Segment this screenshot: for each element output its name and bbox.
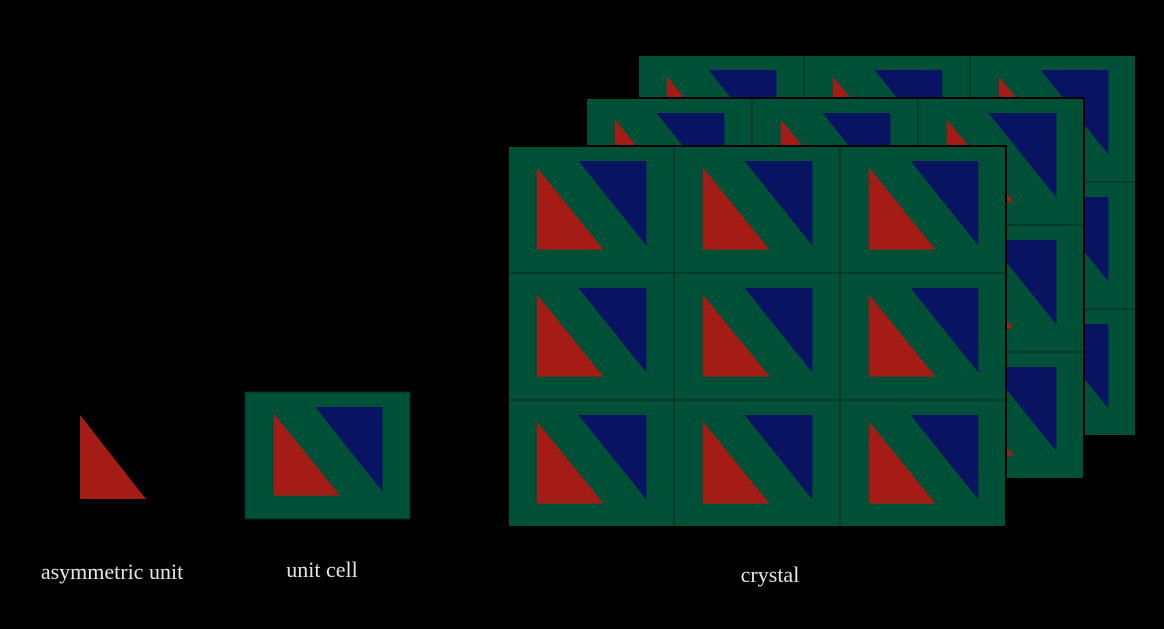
blue-triangle — [988, 240, 1057, 325]
crystal-cell — [507, 145, 675, 274]
crystal-cell — [507, 272, 675, 401]
unit-cell — [244, 391, 411, 520]
red-triangle — [536, 421, 604, 504]
crystal-cell — [507, 399, 675, 528]
blue-triangle — [578, 288, 647, 373]
blue-triangle — [315, 407, 383, 492]
crystal-cell — [839, 145, 1007, 274]
blue-triangle — [910, 288, 979, 373]
red-triangle — [868, 421, 936, 504]
red-triangle — [702, 294, 770, 377]
red-triangle — [536, 294, 604, 377]
blue-triangle — [578, 161, 647, 246]
red-triangle — [702, 421, 770, 504]
red-triangle — [273, 413, 340, 496]
crystal-cell — [839, 399, 1007, 528]
blue-triangle — [1040, 70, 1109, 155]
red-triangle — [868, 294, 936, 377]
crystal-layer-border — [507, 145, 1007, 528]
crystal-cell — [673, 272, 841, 401]
red-triangle — [536, 167, 604, 250]
blue-triangle — [1040, 197, 1109, 282]
red-triangle — [868, 167, 936, 250]
blue-triangle — [744, 161, 813, 246]
blue-triangle — [744, 415, 813, 500]
asymmetric-unit-triangle — [80, 415, 146, 499]
unit-cell-label: unit cell — [286, 557, 358, 582]
asymmetric-unit-label: asymmetric unit — [40, 559, 184, 584]
blue-triangle — [988, 367, 1057, 452]
blue-triangle — [744, 288, 813, 373]
crystal-cell — [673, 145, 841, 274]
blue-triangle — [1040, 324, 1109, 409]
crystal-cell — [839, 272, 1007, 401]
crystal-cell — [673, 399, 841, 528]
blue-triangle — [910, 415, 979, 500]
crystal-layer — [507, 145, 1007, 528]
crystal-label: crystal — [740, 562, 800, 587]
red-triangle — [702, 167, 770, 250]
blue-triangle — [988, 113, 1057, 198]
blue-triangle — [578, 415, 647, 500]
blue-triangle — [910, 161, 979, 246]
